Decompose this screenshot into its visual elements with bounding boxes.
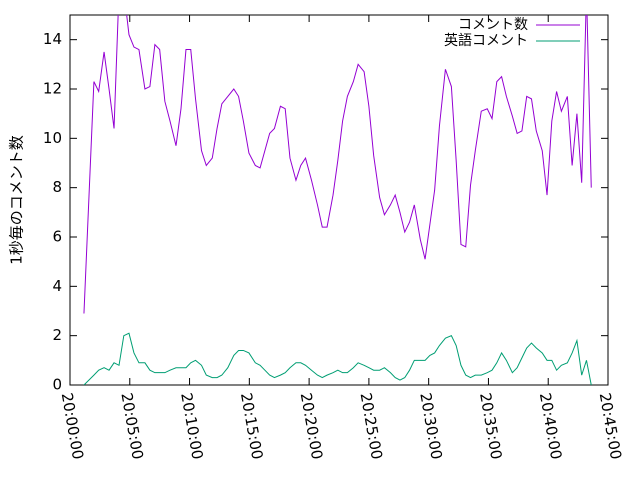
y-tick-label: 12 xyxy=(43,80,62,98)
y-tick-label: 4 xyxy=(52,277,62,295)
plot-frame xyxy=(69,14,609,386)
y-tick-label: 0 xyxy=(52,376,62,394)
x-tick-label: 20:35:00 xyxy=(476,391,505,460)
y-tick-label: 8 xyxy=(52,178,62,196)
y-tick-label: 14 xyxy=(43,30,62,48)
x-tick-label: 20:40:00 xyxy=(536,391,565,460)
x-tick-label: 20:30:00 xyxy=(416,391,445,460)
series-group xyxy=(83,15,592,385)
y-tick-label: 6 xyxy=(52,228,62,246)
y-tick-label: 2 xyxy=(52,326,62,344)
plot-content: 0 2 4 6 8 10 12 14 20:00:00 20:05:00 20:10:00 20:15… xyxy=(43,15,625,461)
x-tick-label: 20:10:00 xyxy=(177,391,206,460)
series-line xyxy=(83,15,592,314)
y-axis-label: 1秒毎のコメント数 xyxy=(8,135,26,265)
x-tick-label: 20:05:00 xyxy=(117,391,146,460)
x-tick-label: 20:15:00 xyxy=(237,391,266,460)
x-tick-label: 20:00:00 xyxy=(58,391,87,460)
x-tick-label: 20:25:00 xyxy=(357,391,386,460)
legend-label: 英語コメント xyxy=(444,32,528,49)
series-line xyxy=(83,332,592,385)
x-tick-label: 20:45:00 xyxy=(596,391,625,460)
y-tick-label: 10 xyxy=(43,129,62,147)
legend-label: コメント数 xyxy=(458,17,528,33)
x-tick-label: 20:20:00 xyxy=(297,391,326,460)
